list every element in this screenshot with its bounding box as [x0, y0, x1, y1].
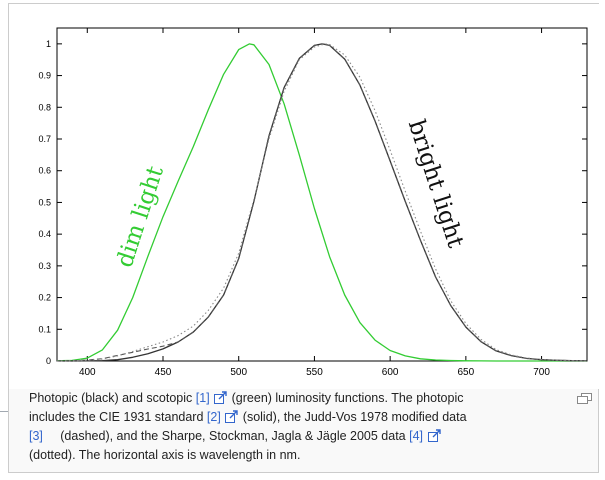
external-link-icon[interactable] — [214, 391, 227, 404]
caption-text-5: (dashed), and the Sharpe, Stockman, Jagl… — [42, 429, 410, 443]
caption-text-6: (dotted). The horizontal axis is wavelen… — [29, 448, 301, 462]
figure-caption: Photopic (black) and scotopic [1] (green… — [29, 389, 597, 465]
luminosity-chart: 400 450 500 550 600 650 700 0 0.1 0.2 0.3 0.4 0.5 0.6… — [9, 4, 600, 389]
x-tick-label: 700 — [533, 367, 550, 378]
y-tick-label: 1 — [46, 39, 51, 49]
divider-tick — [0, 411, 9, 412]
x-tick-label: 600 — [382, 367, 399, 378]
series-line-dashed — [56, 43, 588, 362]
y-tick-label: 0.6 — [38, 166, 51, 176]
y-tick-label: 0.8 — [38, 102, 51, 112]
y-tick-label: 0.4 — [38, 229, 51, 239]
x-tick-label: 550 — [306, 367, 323, 378]
caption-text-1: Photopic (black) and scotopic — [29, 391, 196, 405]
citation-link-4[interactable]: [4] — [409, 429, 424, 443]
y-tick-label: 0.7 — [38, 134, 51, 144]
y-tick-label: 0.9 — [38, 71, 51, 81]
y-tick-label: 0.5 — [38, 197, 51, 207]
citation-link-1[interactable]: [1] — [195, 391, 210, 405]
series-line-solid-scotopic — [56, 43, 587, 362]
caption-text-2: (green) luminosity functions. The photop… — [231, 391, 464, 405]
external-link-icon[interactable] — [225, 410, 238, 423]
x-tick-label: 450 — [155, 367, 172, 378]
figure-thumbnail: 400 450 500 550 600 650 700 0 0.1 0.2 0.3 0.4 0.5 0.6… — [8, 3, 600, 473]
citation-link-2[interactable]: [2] — [206, 410, 221, 424]
x-tick-label: 650 — [458, 367, 475, 378]
y-tick-label: 0 — [46, 356, 51, 366]
caption-text-4: (solid), the Judd-Vos 1978 modified data — [242, 410, 467, 424]
citation-link-3[interactable]: [3] — [29, 429, 43, 443]
series-line-dotted — [56, 43, 588, 362]
y-tick-label: 0.2 — [38, 293, 51, 303]
y-tick-label: 0.1 — [38, 324, 51, 334]
magnify-icon[interactable] — [577, 393, 592, 404]
x-tick-label: 500 — [230, 367, 247, 378]
x-tick-label: 400 — [79, 367, 96, 378]
axis-ticks: 400 450 500 550 600 650 700 0 0.1 0.2 0.3 0.4 0.5 0.6… — [38, 28, 587, 378]
y-tick-label: 0.3 — [38, 261, 51, 271]
plot-area — [56, 27, 588, 362]
series-layer — [56, 43, 588, 362]
caption-text-3: includes the CIE 1931 standard — [29, 410, 207, 424]
external-link-icon[interactable] — [427, 429, 441, 442]
